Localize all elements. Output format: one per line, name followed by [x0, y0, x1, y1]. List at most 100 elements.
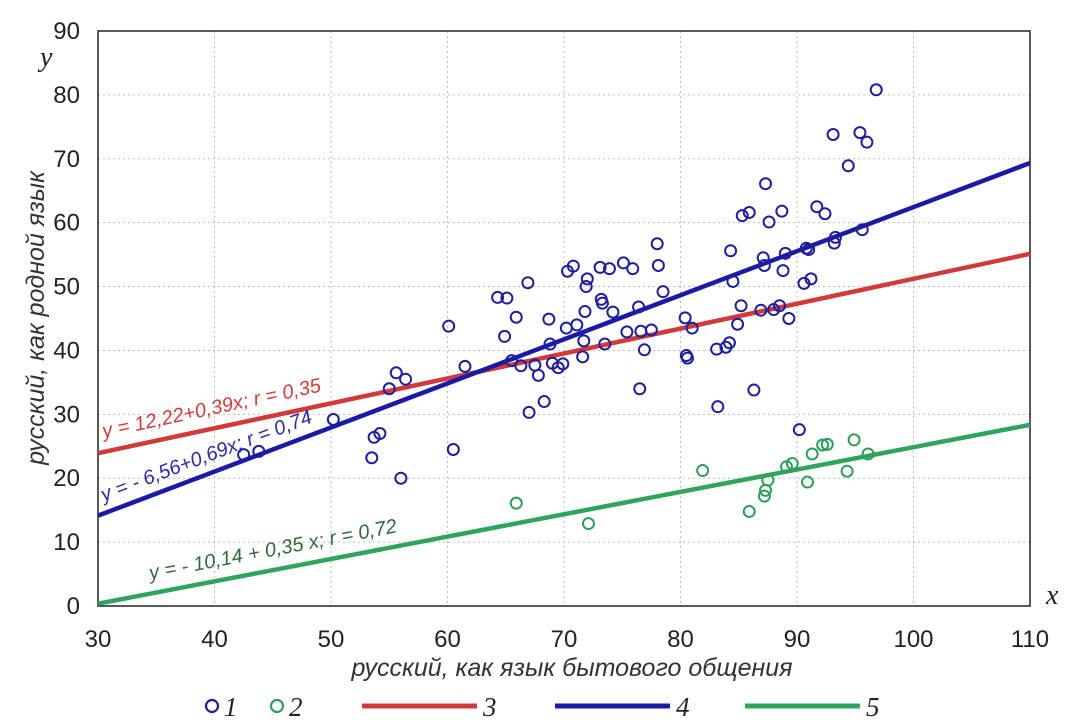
data-point-series-1 [775, 204, 789, 218]
data-point-series-1 [782, 312, 796, 325]
legend: 1 2 3 4 5 [204, 692, 880, 722]
data-point-series-1 [498, 329, 512, 343]
data-point-series-1 [754, 303, 768, 317]
regression-line-4 [97, 160, 1031, 518]
x-axis-title: русский, как язык бытового общения [350, 654, 792, 682]
data-point-series-1 [509, 310, 523, 324]
data-point-series-1 [521, 276, 535, 290]
data-point-series-1 [537, 395, 551, 409]
data-point-series-1 [252, 444, 266, 458]
data-point-series-1 [491, 290, 505, 304]
data-point-series-1 [616, 256, 630, 270]
data-point-series-1 [828, 230, 842, 244]
data-point-series-1 [650, 237, 664, 251]
data-point-series-1 [576, 350, 590, 364]
data-point-series-1 [810, 200, 824, 214]
y-tick-label: 60 [53, 210, 80, 237]
data-point-series-1 [726, 274, 740, 288]
data-point-series-1 [651, 258, 665, 272]
data-point-series-1 [593, 260, 607, 274]
data-point-series-1 [602, 262, 616, 276]
data-point-series-1 [626, 262, 640, 276]
plot-frame [97, 30, 1031, 607]
data-point-series-2 [581, 517, 595, 531]
grid [98, 31, 1030, 606]
data-point-series-1 [620, 325, 634, 339]
data-point-series-1 [802, 243, 816, 256]
data-point-series-1 [778, 246, 792, 260]
legend-marker-1 [204, 698, 220, 714]
data-point-series-1 [747, 383, 761, 397]
axis-ticks: 30 40 50 60 70 80 90 100 110 0 10 20 30 40 50 60 70 80 90 [53, 18, 1049, 653]
x-tick-label: 100 [893, 626, 933, 653]
data-point-series-2 [840, 464, 854, 478]
legend-label-1: 1 [224, 692, 238, 722]
data-point-series-1 [579, 280, 593, 294]
data-point-series-2 [820, 437, 834, 451]
data-points [237, 83, 883, 531]
data-point-series-1 [759, 177, 773, 191]
regression-line-5 [97, 422, 1031, 606]
data-point-series-1 [556, 357, 570, 371]
equation-label-5: y = - 10,14 + 0,35 x; r = 0,72 [145, 515, 398, 584]
data-point-series-1 [734, 299, 748, 313]
data-point-series-1 [711, 400, 725, 414]
data-point-series-1 [365, 451, 379, 465]
data-point-series-1 [756, 251, 770, 265]
legend-label-2: 2 [289, 692, 303, 722]
data-point-series-2 [761, 473, 775, 487]
data-point-series-1 [855, 223, 869, 237]
data-point-series-1 [827, 236, 841, 250]
data-point-series-2 [805, 447, 819, 461]
data-point-series-1 [446, 442, 460, 456]
x-tick-label: 50 [318, 626, 345, 653]
x-tick-label: 90 [784, 626, 811, 653]
data-point-series-1 [776, 264, 790, 278]
regression-lines [97, 160, 1031, 606]
y-tick-label: 10 [53, 529, 80, 556]
data-point-series-1 [500, 291, 514, 305]
y-tick-label: 0 [67, 593, 80, 620]
data-point-series-2 [757, 489, 771, 503]
data-point-series-1 [570, 318, 584, 332]
data-point-series-1 [722, 336, 736, 350]
x-tick-label: 40 [201, 626, 228, 653]
data-point-series-1 [680, 351, 694, 365]
data-point-series-1 [637, 343, 651, 357]
data-point-series-1 [531, 368, 545, 382]
x-tick-label: 110 [1011, 626, 1049, 653]
regression-line-3 [97, 251, 1031, 456]
data-point-series-2 [509, 496, 523, 510]
data-point-series-1 [731, 317, 745, 331]
data-point-series-1 [577, 334, 591, 348]
data-point-series-2 [696, 464, 710, 478]
data-point-series-1 [580, 272, 594, 286]
data-point-series-1 [735, 209, 749, 223]
data-point-series-2 [816, 438, 830, 452]
data-point-series-1 [458, 359, 472, 373]
data-point-series-1 [644, 323, 658, 337]
x-tick-label: 60 [434, 626, 461, 653]
data-point-series-1 [724, 244, 738, 258]
data-point-series-1 [606, 305, 620, 319]
legend-marker-2 [269, 698, 285, 714]
data-point-series-1 [773, 299, 787, 313]
data-point-series-1 [853, 126, 867, 140]
data-point-series-2 [785, 457, 799, 471]
data-point-series-1 [514, 359, 528, 373]
legend-label-3: 3 [482, 692, 497, 722]
data-point-series-1 [578, 304, 592, 318]
data-point-series-1 [656, 285, 670, 299]
x-axis-letter: x [1045, 580, 1059, 611]
data-point-series-1 [792, 423, 806, 437]
data-point-series-1 [399, 372, 413, 386]
data-point-series-1 [326, 412, 340, 426]
data-point-series-1 [394, 471, 408, 485]
x-tick-label: 30 [85, 626, 112, 653]
data-point-series-1 [804, 272, 818, 286]
data-point-series-1 [382, 382, 396, 396]
data-point-series-1 [389, 366, 403, 380]
data-point-series-2 [847, 433, 861, 447]
data-point-series-1 [237, 448, 251, 462]
